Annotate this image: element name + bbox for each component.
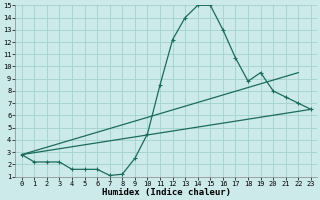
X-axis label: Humidex (Indice chaleur): Humidex (Indice chaleur): [102, 188, 231, 197]
